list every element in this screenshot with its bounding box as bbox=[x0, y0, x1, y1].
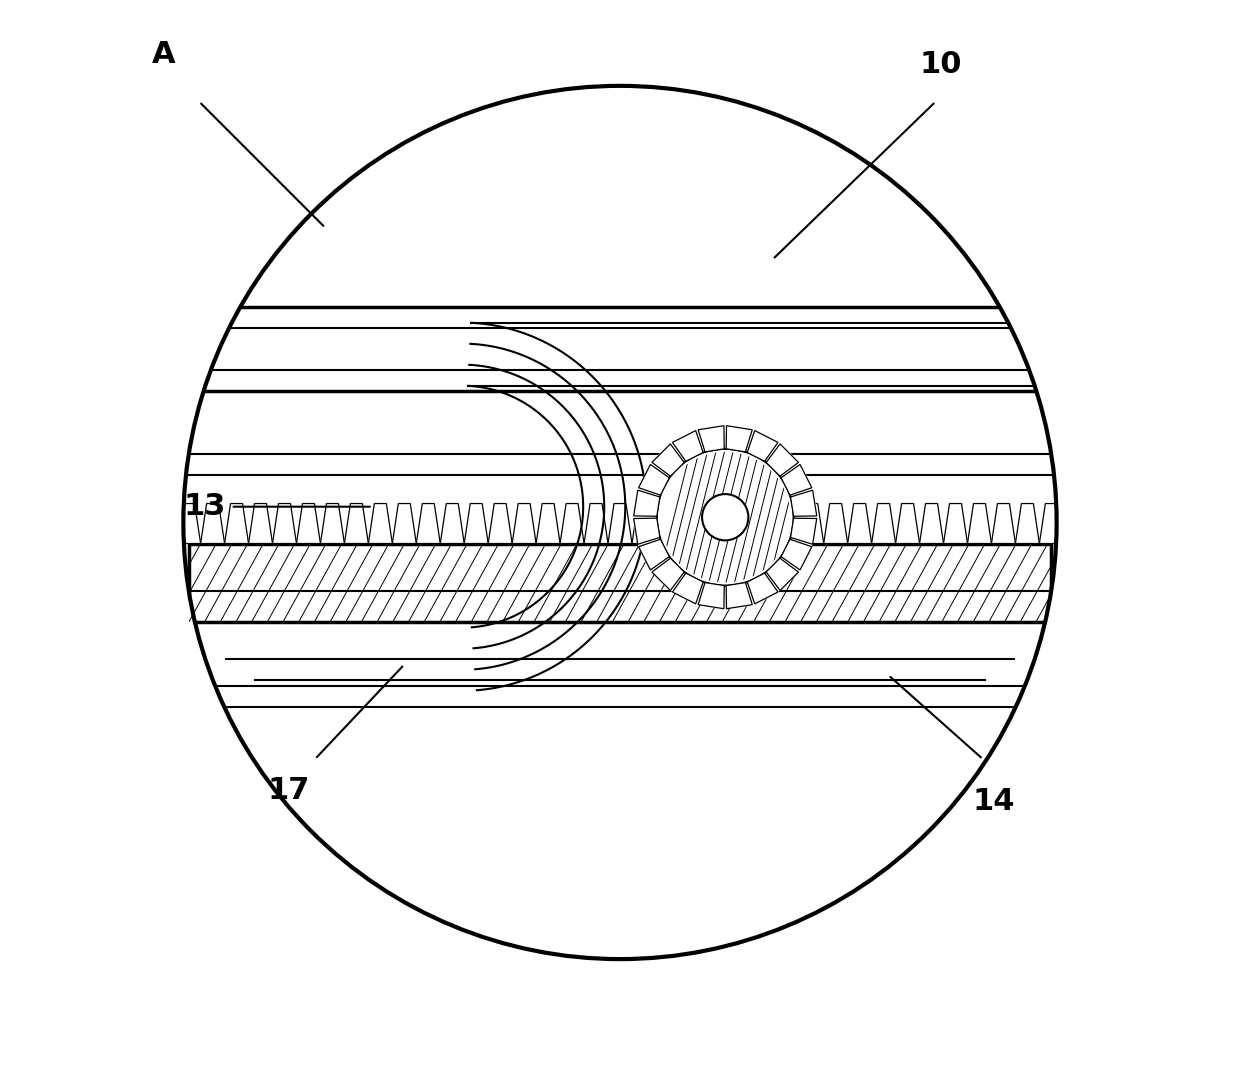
Polygon shape bbox=[727, 582, 753, 609]
Polygon shape bbox=[440, 503, 464, 544]
Polygon shape bbox=[560, 503, 584, 544]
Polygon shape bbox=[698, 425, 724, 452]
Circle shape bbox=[657, 449, 794, 585]
Polygon shape bbox=[1064, 503, 1087, 544]
Polygon shape bbox=[248, 503, 273, 544]
Polygon shape bbox=[748, 574, 777, 603]
Polygon shape bbox=[748, 431, 777, 462]
Polygon shape bbox=[176, 503, 201, 544]
Polygon shape bbox=[848, 503, 872, 544]
Polygon shape bbox=[632, 503, 656, 544]
Polygon shape bbox=[728, 503, 751, 544]
Polygon shape bbox=[320, 503, 345, 544]
Polygon shape bbox=[680, 503, 704, 544]
Polygon shape bbox=[751, 503, 776, 544]
Bar bbox=[699, 449, 750, 544]
Polygon shape bbox=[672, 574, 703, 603]
Polygon shape bbox=[296, 503, 320, 544]
Polygon shape bbox=[273, 503, 296, 544]
Polygon shape bbox=[536, 503, 560, 544]
Polygon shape bbox=[201, 503, 224, 544]
Polygon shape bbox=[639, 539, 670, 570]
Polygon shape bbox=[872, 503, 895, 544]
Polygon shape bbox=[895, 503, 920, 544]
Polygon shape bbox=[781, 539, 812, 570]
Polygon shape bbox=[920, 503, 944, 544]
Polygon shape bbox=[639, 465, 670, 496]
Text: A: A bbox=[151, 39, 175, 69]
Polygon shape bbox=[672, 431, 703, 462]
Polygon shape bbox=[368, 503, 392, 544]
Polygon shape bbox=[766, 559, 799, 591]
Polygon shape bbox=[766, 443, 799, 477]
Polygon shape bbox=[652, 559, 684, 591]
Polygon shape bbox=[791, 518, 817, 545]
Polygon shape bbox=[704, 503, 728, 544]
Polygon shape bbox=[652, 443, 684, 477]
Polygon shape bbox=[656, 503, 680, 544]
Text: 14: 14 bbox=[972, 787, 1016, 815]
Polygon shape bbox=[791, 490, 817, 516]
Polygon shape bbox=[224, 503, 248, 544]
Polygon shape bbox=[1039, 503, 1064, 544]
Polygon shape bbox=[512, 503, 536, 544]
Text: 13: 13 bbox=[184, 492, 226, 521]
Circle shape bbox=[634, 425, 817, 609]
Polygon shape bbox=[417, 503, 440, 544]
Polygon shape bbox=[823, 503, 848, 544]
Polygon shape bbox=[634, 490, 660, 516]
Polygon shape bbox=[1016, 503, 1039, 544]
Polygon shape bbox=[781, 465, 812, 496]
Polygon shape bbox=[392, 503, 417, 544]
Circle shape bbox=[702, 494, 749, 540]
Polygon shape bbox=[800, 503, 823, 544]
Polygon shape bbox=[776, 503, 800, 544]
Polygon shape bbox=[489, 503, 512, 544]
Polygon shape bbox=[464, 503, 489, 544]
Polygon shape bbox=[698, 582, 724, 609]
Text: 17: 17 bbox=[268, 776, 310, 805]
Polygon shape bbox=[584, 503, 608, 544]
Polygon shape bbox=[608, 503, 632, 544]
Polygon shape bbox=[727, 425, 753, 452]
Polygon shape bbox=[944, 503, 967, 544]
Polygon shape bbox=[634, 518, 660, 545]
Polygon shape bbox=[345, 503, 368, 544]
Bar bbox=[188, 544, 1052, 623]
Text: 10: 10 bbox=[920, 50, 962, 79]
Polygon shape bbox=[967, 503, 992, 544]
Circle shape bbox=[184, 86, 1056, 959]
Polygon shape bbox=[992, 503, 1016, 544]
